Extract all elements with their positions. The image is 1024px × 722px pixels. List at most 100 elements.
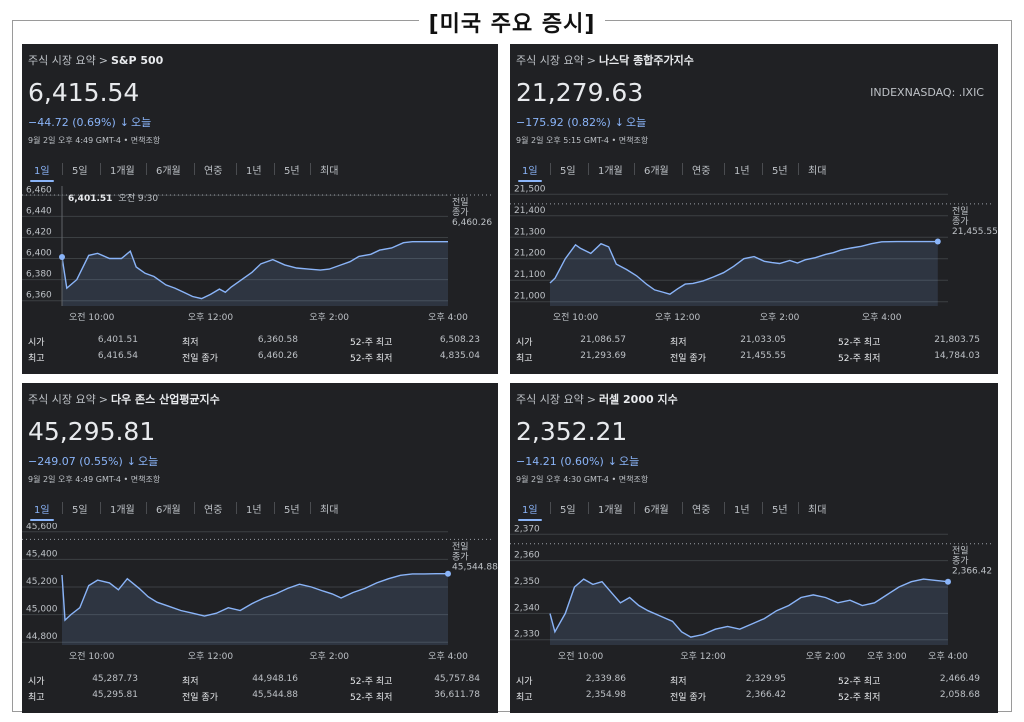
index-price: 45,295.81 <box>28 417 156 446</box>
x-tick-label: 오후 2:00 <box>309 312 349 323</box>
breadcrumb: 주식 시장 요약 > 러셀 2000 지수 <box>516 391 678 407</box>
stat-label: 시가 <box>28 677 45 687</box>
range-tab[interactable]: 6개월 <box>644 505 669 516</box>
range-tab[interactable]: 5년 <box>772 505 788 516</box>
range-tabs: 1일 5일 1개월 6개월 연중 1년 5년 최대 <box>510 499 998 521</box>
stat-value: 21,086.57 <box>580 335 626 345</box>
range-tabs: 1일 5일 1개월 6개월 연중 1년 5년 최대 <box>510 160 998 182</box>
stat-label: 최저 <box>670 677 687 687</box>
range-tab[interactable]: 연중 <box>204 505 223 516</box>
x-tick-label: 오전 10:00 <box>69 651 115 662</box>
tab-divider <box>798 502 799 514</box>
stat-value: 44,948.16 <box>252 674 298 684</box>
range-tab[interactable]: 5일 <box>72 505 88 516</box>
range-tab[interactable]: 최대 <box>320 505 339 516</box>
price-chart: 2,370 2,360 2,350 2,340 2,330 전일 종가 2,366.42 오전 … <box>510 524 994 662</box>
price-area <box>62 573 448 645</box>
y-tick-label: 44,800 <box>26 632 58 642</box>
breadcrumb-separator: > <box>586 54 596 67</box>
range-tab[interactable]: 5일 <box>72 166 88 177</box>
range-tabs: 1일 5일 1개월 6개월 연중 1년 5년 최대 <box>22 499 498 521</box>
stats-table: 시가 2,339.86 최저 2,329.95 52-주 최고 2,466.49 최고 2,3… <box>510 674 998 708</box>
y-tick-label: 2,330 <box>514 630 540 640</box>
y-tick-label: 2,360 <box>514 551 540 561</box>
range-tab[interactable]: 1개월 <box>598 166 623 177</box>
range-tab[interactable]: 1개월 <box>110 505 135 516</box>
range-tab[interactable]: 5일 <box>560 166 576 177</box>
hover-dot[interactable] <box>59 253 65 260</box>
stat-value: 36,611.78 <box>434 690 480 700</box>
range-tab[interactable]: 1개월 <box>598 505 623 516</box>
change-value: −175.92 (0.82%) <box>516 116 611 129</box>
change-value: −249.07 (0.55%) <box>28 455 123 468</box>
y-tick-label: 2,370 <box>514 524 540 534</box>
tab-divider <box>62 502 63 514</box>
range-tab[interactable]: 최대 <box>808 505 827 516</box>
breadcrumb-separator: > <box>98 393 108 406</box>
change-period: 오늘 <box>618 455 640 468</box>
tab-divider <box>724 163 725 175</box>
range-tab[interactable]: 5일 <box>560 505 576 516</box>
index-name: 다우 존스 산업평균지수 <box>110 393 220 406</box>
arrow-down-icon: ↓ <box>119 116 129 129</box>
range-tab[interactable]: 6개월 <box>156 166 181 177</box>
stats-table: 시가 45,287.73 최저 44,948.16 52-주 최고 45,757.84 최고… <box>22 674 498 708</box>
range-tabs: 1일 5일 1개월 6개월 연중 1년 5년 최대 <box>22 160 498 182</box>
page-title: [미국 주요 증시] <box>418 12 606 37</box>
range-tab[interactable]: 연중 <box>692 505 711 516</box>
range-tab[interactable]: 5년 <box>284 505 300 516</box>
range-tab[interactable]: 1일 <box>516 499 544 521</box>
range-tab[interactable]: 연중 <box>204 166 223 177</box>
arrow-down-icon: ↓ <box>126 455 136 468</box>
tab-divider <box>310 163 311 175</box>
index-panel: 주식 시장 요약 > 나스닥 종합주가지수 21,279.63 −175.92 (0.8… <box>510 44 998 374</box>
breadcrumb-link[interactable]: 주식 시장 요약 <box>516 393 584 406</box>
tab-divider <box>682 502 683 514</box>
price-line <box>61 573 448 622</box>
range-tab[interactable]: 1일 <box>516 160 544 182</box>
breadcrumb-link[interactable]: 주식 시장 요약 <box>516 54 584 67</box>
range-tab[interactable]: 1일 <box>28 499 56 521</box>
range-tab[interactable]: 6개월 <box>644 166 669 177</box>
tab-divider <box>194 163 195 175</box>
x-tick-label: 오전 10:00 <box>558 651 604 662</box>
stat-label: 52-주 최고 <box>350 338 393 348</box>
tab-divider <box>634 163 635 175</box>
prev-close-label: 전일 종가 6,460.26 <box>452 197 492 228</box>
range-tab[interactable]: 연중 <box>692 166 711 177</box>
range-tab[interactable]: 최대 <box>808 166 827 177</box>
breadcrumb-separator: > <box>98 54 108 67</box>
range-tab[interactable]: 최대 <box>320 166 339 177</box>
range-tab[interactable]: 1년 <box>246 505 262 516</box>
tab-divider <box>274 163 275 175</box>
timestamp: 9월 2일 오후 4:49 GMT-4 • 면책조항 <box>28 475 161 484</box>
range-tab[interactable]: 1일 <box>28 160 56 182</box>
tab-divider <box>236 163 237 175</box>
y-tick-label: 6,380 <box>26 270 52 280</box>
y-tick-label: 21,500 <box>514 184 546 194</box>
x-tick-label: 오후 12:00 <box>188 312 234 323</box>
index-price: 6,415.54 <box>28 78 140 107</box>
stats-row: 시가 21,086.57 최저 21,033.05 52-주 최고 21,803.75 <box>510 335 998 349</box>
hover-tooltip: 6,401.51 오전 9:30 <box>68 193 158 204</box>
range-tab[interactable]: 5년 <box>772 166 788 177</box>
price-change: −14.21 (0.60%) ↓ 오늘 <box>516 453 639 469</box>
tab-divider <box>588 163 589 175</box>
x-tick-label: 오전 10:00 <box>553 312 599 323</box>
range-tab[interactable]: 1년 <box>246 166 262 177</box>
range-tab[interactable]: 1년 <box>734 166 750 177</box>
range-tab[interactable]: 1개월 <box>110 166 135 177</box>
tab-divider <box>194 502 195 514</box>
stat-label: 최저 <box>182 677 199 687</box>
last-price-dot <box>445 570 451 577</box>
breadcrumb-link[interactable]: 주식 시장 요약 <box>28 393 96 406</box>
price-chart: 45,600 45,400 45,200 45,000 44,800 전일 종가 45,544… <box>22 523 498 662</box>
stat-value: 14,784.03 <box>934 351 980 361</box>
breadcrumb-link[interactable]: 주식 시장 요약 <box>28 54 96 67</box>
last-price-dot <box>934 238 941 245</box>
timestamp: 9월 2일 오후 4:30 GMT-4 • 면책조항 <box>516 475 649 484</box>
y-tick-label: 21,300 <box>514 227 546 237</box>
range-tab[interactable]: 5년 <box>284 166 300 177</box>
range-tab[interactable]: 1년 <box>734 505 750 516</box>
range-tab[interactable]: 6개월 <box>156 505 181 516</box>
